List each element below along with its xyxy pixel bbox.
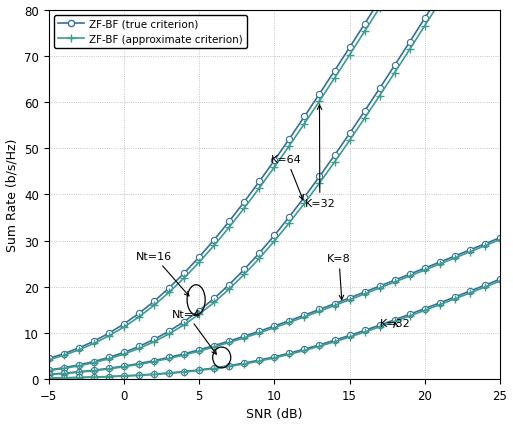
Text: K=32: K=32 — [304, 106, 335, 208]
Y-axis label: Sum Rate (b/s/Hz): Sum Rate (b/s/Hz) — [6, 138, 18, 251]
Text: Nt=16: Nt=16 — [136, 251, 189, 296]
Text: Nt=4: Nt=4 — [172, 309, 216, 354]
Text: K=32: K=32 — [380, 318, 410, 328]
Legend: ZF-BF (true criterion), ZF-BF (approximate criterion): ZF-BF (true criterion), ZF-BF (approxima… — [54, 16, 247, 49]
Text: K=64: K=64 — [271, 155, 303, 200]
X-axis label: SNR (dB): SNR (dB) — [246, 408, 303, 420]
Text: K=8: K=8 — [327, 254, 351, 300]
